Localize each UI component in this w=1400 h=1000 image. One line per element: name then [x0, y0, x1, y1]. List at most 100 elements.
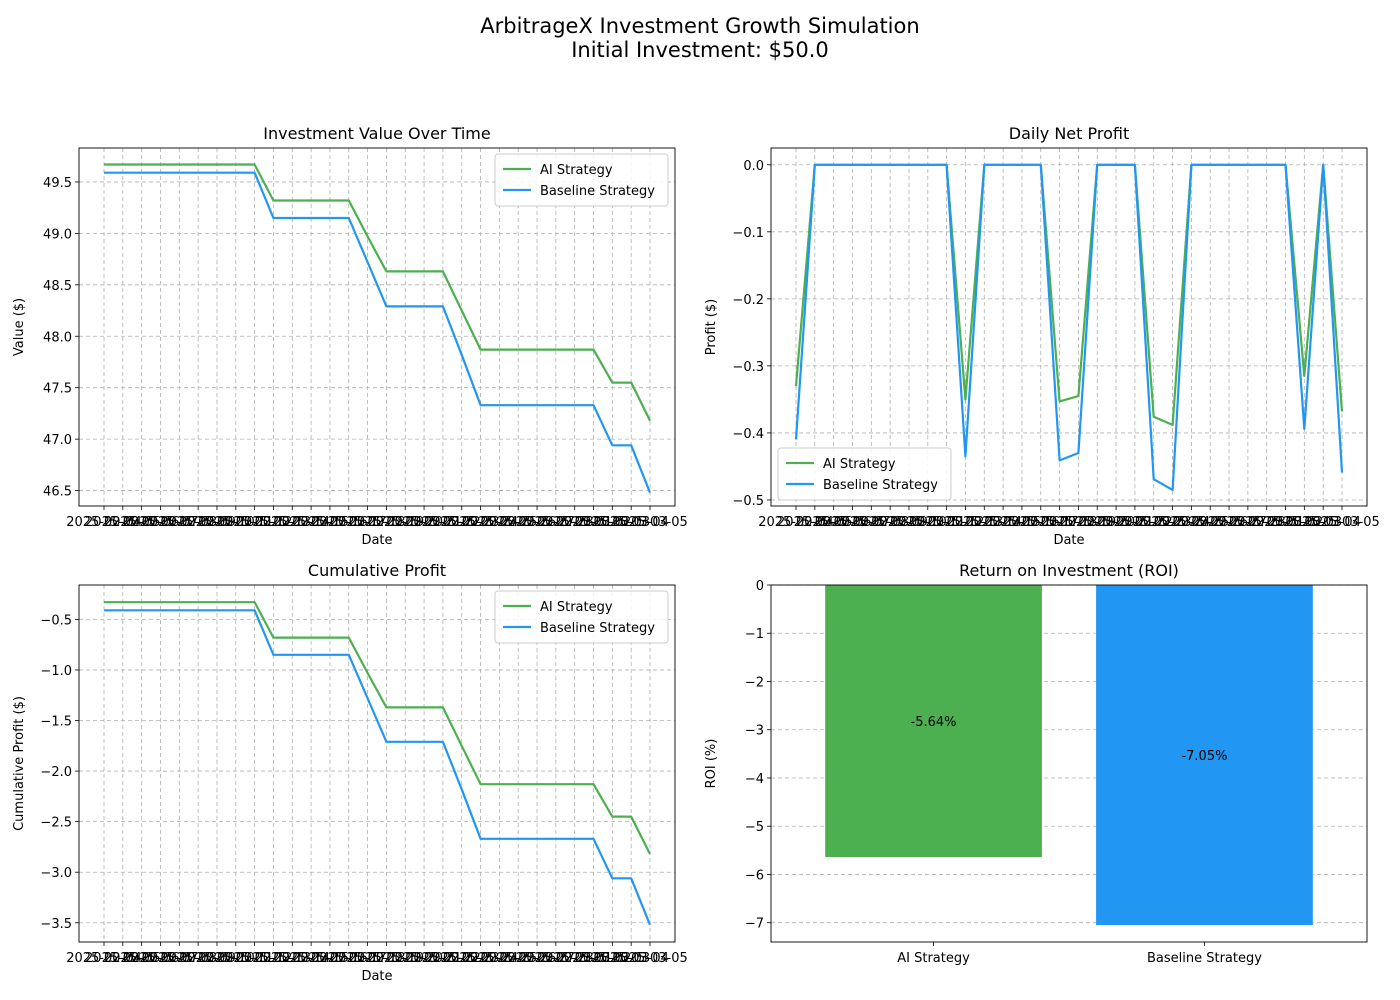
x-tick-label: 2025-02-09: [160, 951, 236, 966]
x-axis-label: Date: [1053, 533, 1084, 548]
x-tick-label: 2025-02-20: [1059, 515, 1135, 530]
series-line-baseline-strategy: [794, 163, 1344, 491]
axes-frame: [770, 584, 1368, 943]
y-axis-label: Profit ($): [704, 299, 719, 355]
y-tick-label: −0.5: [40, 613, 72, 628]
y-tick-label: 49.0: [43, 227, 72, 242]
x-tick-label: 2025-02-17: [311, 951, 387, 966]
legend: AI Strategy Baseline Strategy: [494, 153, 669, 207]
subplot-4: −7 −6 −5 −4 −3 −2 −1 0 Return on Investment (ROI…: [704, 561, 1368, 966]
x-tick-label: 2025-02-11: [198, 951, 274, 966]
x-tick-label: 2025-03-01: [537, 951, 613, 966]
x-tick-label: 2025-03-03: [575, 515, 651, 530]
y-axis-label: ROI (%): [704, 739, 719, 789]
x-tick-label: 2025-02-26: [480, 951, 556, 966]
y-tick-label: −3.5: [40, 917, 72, 932]
x-tick-label: 2025-02-10: [179, 515, 255, 530]
subplot-title: Daily Net Profit: [1009, 124, 1129, 143]
x-tick-label: 2025-02-25: [1154, 515, 1230, 530]
x-tick-label: 2025-02-11: [198, 515, 274, 530]
x-tick-label: 2025-02-25: [462, 951, 538, 966]
x-tick-label: 2025-02-04: [66, 951, 142, 966]
x-tick-label: 2025-02-07: [815, 515, 891, 530]
x-tick-label: 2025-02-19: [349, 515, 425, 530]
x-tick-label: 2025-02-11: [890, 515, 966, 530]
y-axis-label: Value ($): [12, 298, 27, 356]
x-tick-label: 2025-02-23: [1116, 515, 1192, 530]
x-tick-label: 2025-02-12: [909, 515, 985, 530]
x-tick-label: 2025-02-06: [104, 951, 180, 966]
x-tick-label: Baseline Strategy: [1147, 951, 1262, 966]
y-tick-label: −4: [745, 772, 764, 787]
y-tick-label: −0.2: [732, 293, 764, 308]
x-tick-label: 2025-02-26: [480, 515, 556, 530]
y-tick-label: −5: [745, 820, 764, 835]
y-tick-label: 0: [756, 579, 764, 594]
x-tick-label: 2025-02-28: [1210, 515, 1286, 530]
x-tick-label: 2025-02-08: [142, 951, 218, 966]
x-tick-label: 2025-02-04: [66, 515, 142, 530]
x-tick-label: 2025-02-18: [1022, 515, 1098, 530]
y-tick-label: −2.0: [40, 765, 72, 780]
legend-label: AI Strategy: [540, 600, 613, 615]
x-tick-label: 2025-02-13: [236, 515, 312, 530]
y-tick-label: −1.0: [40, 664, 72, 679]
axes-frame: [78, 147, 676, 507]
x-axis-label: Date: [361, 969, 392, 984]
legend-label: Baseline Strategy: [540, 184, 655, 199]
x-tick-label: 2025-03-04: [1285, 515, 1361, 530]
y-tick-label: 0.0: [743, 159, 764, 174]
y-tick-label: −0.4: [732, 427, 764, 442]
x-tick-label: 2025-02-07: [123, 951, 199, 966]
x-tick-label: 2025-02-21: [1078, 515, 1154, 530]
x-tick-label: 2025-02-22: [405, 515, 481, 530]
x-tick-label: 2025-03-04: [593, 951, 669, 966]
x-tick-label: 2025-02-21: [386, 951, 462, 966]
y-tick-label: −7: [745, 917, 764, 932]
x-tick-label: 2025-02-16: [292, 951, 368, 966]
axes-frame: [770, 147, 1368, 507]
x-tick-label: 2025-02-20: [367, 951, 443, 966]
series-line-ai-strategy: [104, 163, 651, 422]
x-tick-label: 2025-03-01: [1229, 515, 1305, 530]
x-tick-label: 2025-02-07: [123, 515, 199, 530]
y-tick-label: −1: [745, 627, 764, 642]
bar-value-label: -5.64%: [911, 715, 957, 730]
x-tick-label: 2025-02-15: [965, 515, 1041, 530]
x-tick-label: 2025-02-05: [85, 515, 161, 530]
x-tick-label: 2025-02-04: [758, 515, 834, 530]
x-tick-label: 2025-02-16: [984, 515, 1060, 530]
y-tick-label: 49.5: [43, 176, 72, 191]
x-tick-label: 2025-02-28: [518, 951, 594, 966]
legend-label: AI Strategy: [540, 163, 613, 178]
x-tick-label: 2025-02-06: [796, 515, 872, 530]
x-tick-label: 2025-02-13: [928, 515, 1004, 530]
x-tick-label: 2025-02-18: [330, 951, 406, 966]
x-axis-label: Date: [361, 533, 392, 548]
x-tick-label: 2025-03-02: [556, 515, 632, 530]
subplot-title: Return on Investment (ROI): [959, 561, 1179, 580]
x-tick-label: 2025-02-12: [217, 951, 293, 966]
x-tick-label: 2025-02-17: [311, 515, 387, 530]
x-tick-label: 2025-02-10: [871, 515, 947, 530]
series-line-ai-strategy: [104, 601, 651, 855]
y-tick-label: −3: [745, 724, 764, 739]
x-tick-label: 2025-02-25: [462, 515, 538, 530]
x-tick-label: 2025-02-19: [1041, 515, 1117, 530]
x-tick-label: 2025-02-05: [777, 515, 853, 530]
x-tick-label: 2025-02-24: [1135, 515, 1211, 530]
x-tick-label: 2025-03-05: [1304, 515, 1380, 530]
y-axis-label: Cumulative Profit ($): [12, 696, 27, 831]
y-tick-label: −3.0: [40, 866, 72, 881]
y-tick-label: 47.0: [43, 433, 72, 448]
series-line-baseline-strategy: [104, 609, 652, 926]
x-tick-label: 2025-02-28: [518, 515, 594, 530]
legend-label: Baseline Strategy: [823, 478, 938, 493]
x-tick-label: 2025-02-26: [1172, 515, 1248, 530]
series-line-ai-strategy: [794, 163, 1344, 426]
x-tick-label: 2025-02-22: [1097, 515, 1173, 530]
subplot-title: Investment Value Over Time: [263, 124, 490, 143]
x-tick-label: 2025-03-02: [556, 951, 632, 966]
y-tick-label: −2.5: [40, 816, 72, 831]
